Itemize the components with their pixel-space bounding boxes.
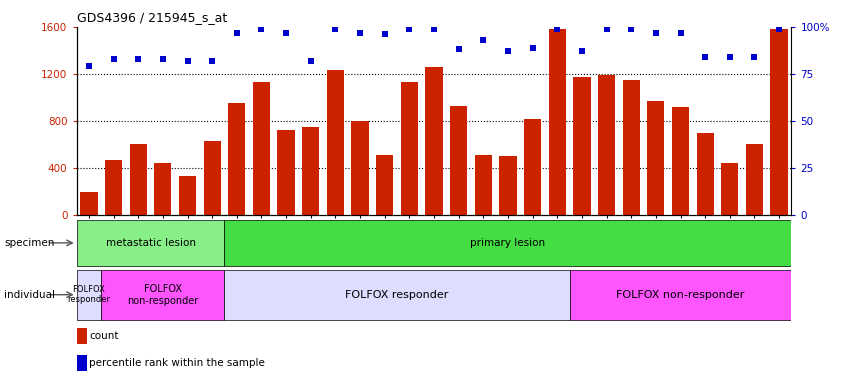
Bar bbox=[376, 155, 393, 215]
Text: count: count bbox=[89, 331, 119, 341]
Bar bbox=[80, 192, 98, 215]
Point bbox=[378, 31, 391, 38]
Point bbox=[477, 37, 490, 43]
Point bbox=[773, 26, 786, 32]
Bar bbox=[179, 176, 196, 215]
Point bbox=[575, 48, 589, 55]
Bar bbox=[351, 121, 368, 215]
Bar bbox=[524, 119, 541, 215]
Point bbox=[674, 30, 688, 36]
Bar bbox=[745, 144, 763, 215]
Bar bbox=[101, 270, 225, 319]
Bar bbox=[648, 101, 665, 215]
Bar bbox=[721, 163, 739, 215]
Point bbox=[452, 46, 465, 53]
Bar bbox=[77, 220, 225, 266]
Point bbox=[551, 26, 564, 32]
Point bbox=[353, 30, 367, 36]
Point bbox=[723, 54, 737, 60]
Point bbox=[230, 30, 243, 36]
Text: specimen: specimen bbox=[4, 238, 54, 248]
Text: percentile rank within the sample: percentile rank within the sample bbox=[89, 358, 266, 368]
Point bbox=[427, 26, 441, 32]
Point bbox=[699, 54, 712, 60]
Bar bbox=[228, 103, 245, 215]
Point bbox=[526, 45, 540, 51]
Text: FOLFOX
responder: FOLFOX responder bbox=[67, 285, 111, 305]
Bar bbox=[598, 75, 615, 215]
Point bbox=[600, 26, 614, 32]
Point bbox=[279, 30, 293, 36]
Bar bbox=[623, 80, 640, 215]
Bar bbox=[401, 82, 418, 215]
Point bbox=[328, 26, 342, 32]
Text: primary lesion: primary lesion bbox=[471, 238, 545, 248]
Bar bbox=[105, 160, 123, 215]
Point bbox=[625, 26, 638, 32]
Bar bbox=[327, 70, 344, 215]
Point bbox=[254, 26, 268, 32]
Bar bbox=[549, 29, 566, 215]
Bar bbox=[672, 107, 689, 215]
Bar bbox=[500, 156, 517, 215]
Point bbox=[82, 63, 95, 70]
Point bbox=[501, 48, 515, 55]
Bar bbox=[154, 163, 172, 215]
Text: individual: individual bbox=[4, 290, 55, 300]
Bar bbox=[770, 29, 788, 215]
Bar bbox=[277, 131, 294, 215]
Text: FOLFOX non-responder: FOLFOX non-responder bbox=[616, 290, 745, 300]
Bar bbox=[302, 127, 319, 215]
Bar bbox=[225, 220, 791, 266]
Bar bbox=[77, 270, 101, 319]
Point bbox=[180, 58, 194, 64]
Point bbox=[649, 30, 663, 36]
Bar bbox=[696, 133, 714, 215]
Text: metastatic lesion: metastatic lesion bbox=[106, 238, 196, 248]
Point bbox=[205, 58, 219, 64]
Point bbox=[748, 54, 762, 60]
Bar bbox=[574, 78, 591, 215]
Text: GDS4396 / 215945_s_at: GDS4396 / 215945_s_at bbox=[77, 12, 227, 25]
Bar bbox=[203, 141, 220, 215]
Text: FOLFOX responder: FOLFOX responder bbox=[346, 290, 448, 300]
Point bbox=[403, 26, 416, 32]
Bar bbox=[475, 155, 492, 215]
Bar bbox=[253, 82, 270, 215]
Point bbox=[156, 56, 169, 62]
Point bbox=[106, 56, 120, 62]
Bar bbox=[450, 106, 467, 215]
Bar bbox=[569, 270, 791, 319]
Bar bbox=[129, 144, 147, 215]
Point bbox=[304, 58, 317, 64]
Text: FOLFOX
non-responder: FOLFOX non-responder bbox=[128, 284, 198, 306]
Bar bbox=[426, 67, 443, 215]
Point bbox=[131, 56, 145, 62]
Bar bbox=[225, 270, 569, 319]
